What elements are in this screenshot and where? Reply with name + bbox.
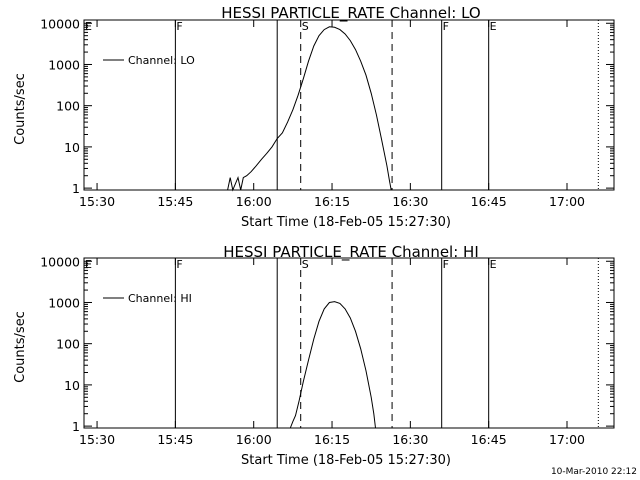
- y-tick-label: 1: [72, 181, 80, 196]
- chart-title: HESSI PARTICLE_RATE Channel: HI: [223, 243, 479, 262]
- x-tick-label: 16:45: [471, 432, 507, 447]
- x-tick-label: 16:00: [236, 432, 272, 447]
- marker-label-5: F: [443, 20, 449, 33]
- x-tick-label: 15:45: [157, 432, 193, 447]
- marker-label-6: E: [490, 258, 497, 271]
- legend: Channel: LO: [103, 54, 195, 67]
- axis-ticks: 15:30 15:45 16:00 16:15 16:30 16:45 17:00 1 10 10…: [40, 254, 614, 447]
- marker-label-0: E: [85, 20, 92, 33]
- x-axis-label: Start Time (18-Feb-05 15:27:30): [241, 215, 451, 230]
- y-axis-label: Counts/sec: [13, 73, 28, 145]
- y-tick-label: 1: [72, 419, 80, 434]
- y-tick-label: 10: [64, 378, 80, 393]
- y-axis-label: Counts/sec: [13, 311, 28, 383]
- series-line-0: [227, 26, 392, 192]
- x-tick-label: 17:00: [549, 194, 585, 209]
- y-tick-label: 10000: [40, 254, 80, 269]
- legend-label: Channel: LO: [128, 54, 195, 67]
- x-tick-label: 16:30: [392, 194, 428, 209]
- plot-frame: [83, 257, 615, 429]
- series-line-0: [289, 301, 376, 429]
- x-tick-label: 16:30: [392, 432, 428, 447]
- x-tick-label: 16:45: [471, 194, 507, 209]
- x-tick-label: 15:30: [79, 432, 115, 447]
- y-tick-label: 1000: [48, 295, 80, 310]
- x-axis-label: Start Time (18-Feb-05 15:27:30): [241, 453, 451, 468]
- marker-label-0: E: [85, 258, 92, 271]
- y-tick-label: 1000: [48, 57, 80, 72]
- marker-label-3: S: [302, 20, 309, 33]
- legend-label: Channel: HI: [128, 292, 192, 305]
- marker-label-1: F: [176, 20, 182, 33]
- x-tick-label: 16:15: [314, 194, 350, 209]
- marker-label-1: F: [176, 258, 182, 271]
- series-layer: [289, 301, 376, 429]
- plot-frame: [83, 19, 615, 191]
- x-tick-label: 15:30: [79, 194, 115, 209]
- chart-panel-lo: HESSI PARTICLE_RATE Channel: LO Start Ti…: [13, 4, 615, 230]
- x-tick-label: 16:00: [236, 194, 272, 209]
- marker-label-3: S: [302, 258, 309, 271]
- marker-label-6: E: [490, 20, 497, 33]
- x-tick-label: 15:45: [157, 194, 193, 209]
- x-tick-label: 17:00: [549, 432, 585, 447]
- y-tick-label: 10000: [40, 16, 80, 31]
- y-tick-label: 100: [56, 337, 80, 352]
- legend: Channel: HI: [103, 292, 192, 305]
- y-tick-label: 10: [64, 140, 80, 155]
- series-layer: [227, 26, 392, 192]
- x-tick-label: 16:15: [314, 432, 350, 447]
- chart-title: HESSI PARTICLE_RATE Channel: LO: [221, 4, 480, 23]
- marker-label-5: F: [443, 258, 449, 271]
- footer-timestamp: 10-Mar-2010 22:12: [551, 467, 637, 477]
- chart-panel-hi: HESSI PARTICLE_RATE Channel: HI Start Ti…: [13, 243, 615, 468]
- axis-ticks: 15:30 15:45 16:00 16:15 16:30 16:45 17:00 1 10 10…: [40, 16, 614, 209]
- y-tick-label: 100: [56, 99, 80, 114]
